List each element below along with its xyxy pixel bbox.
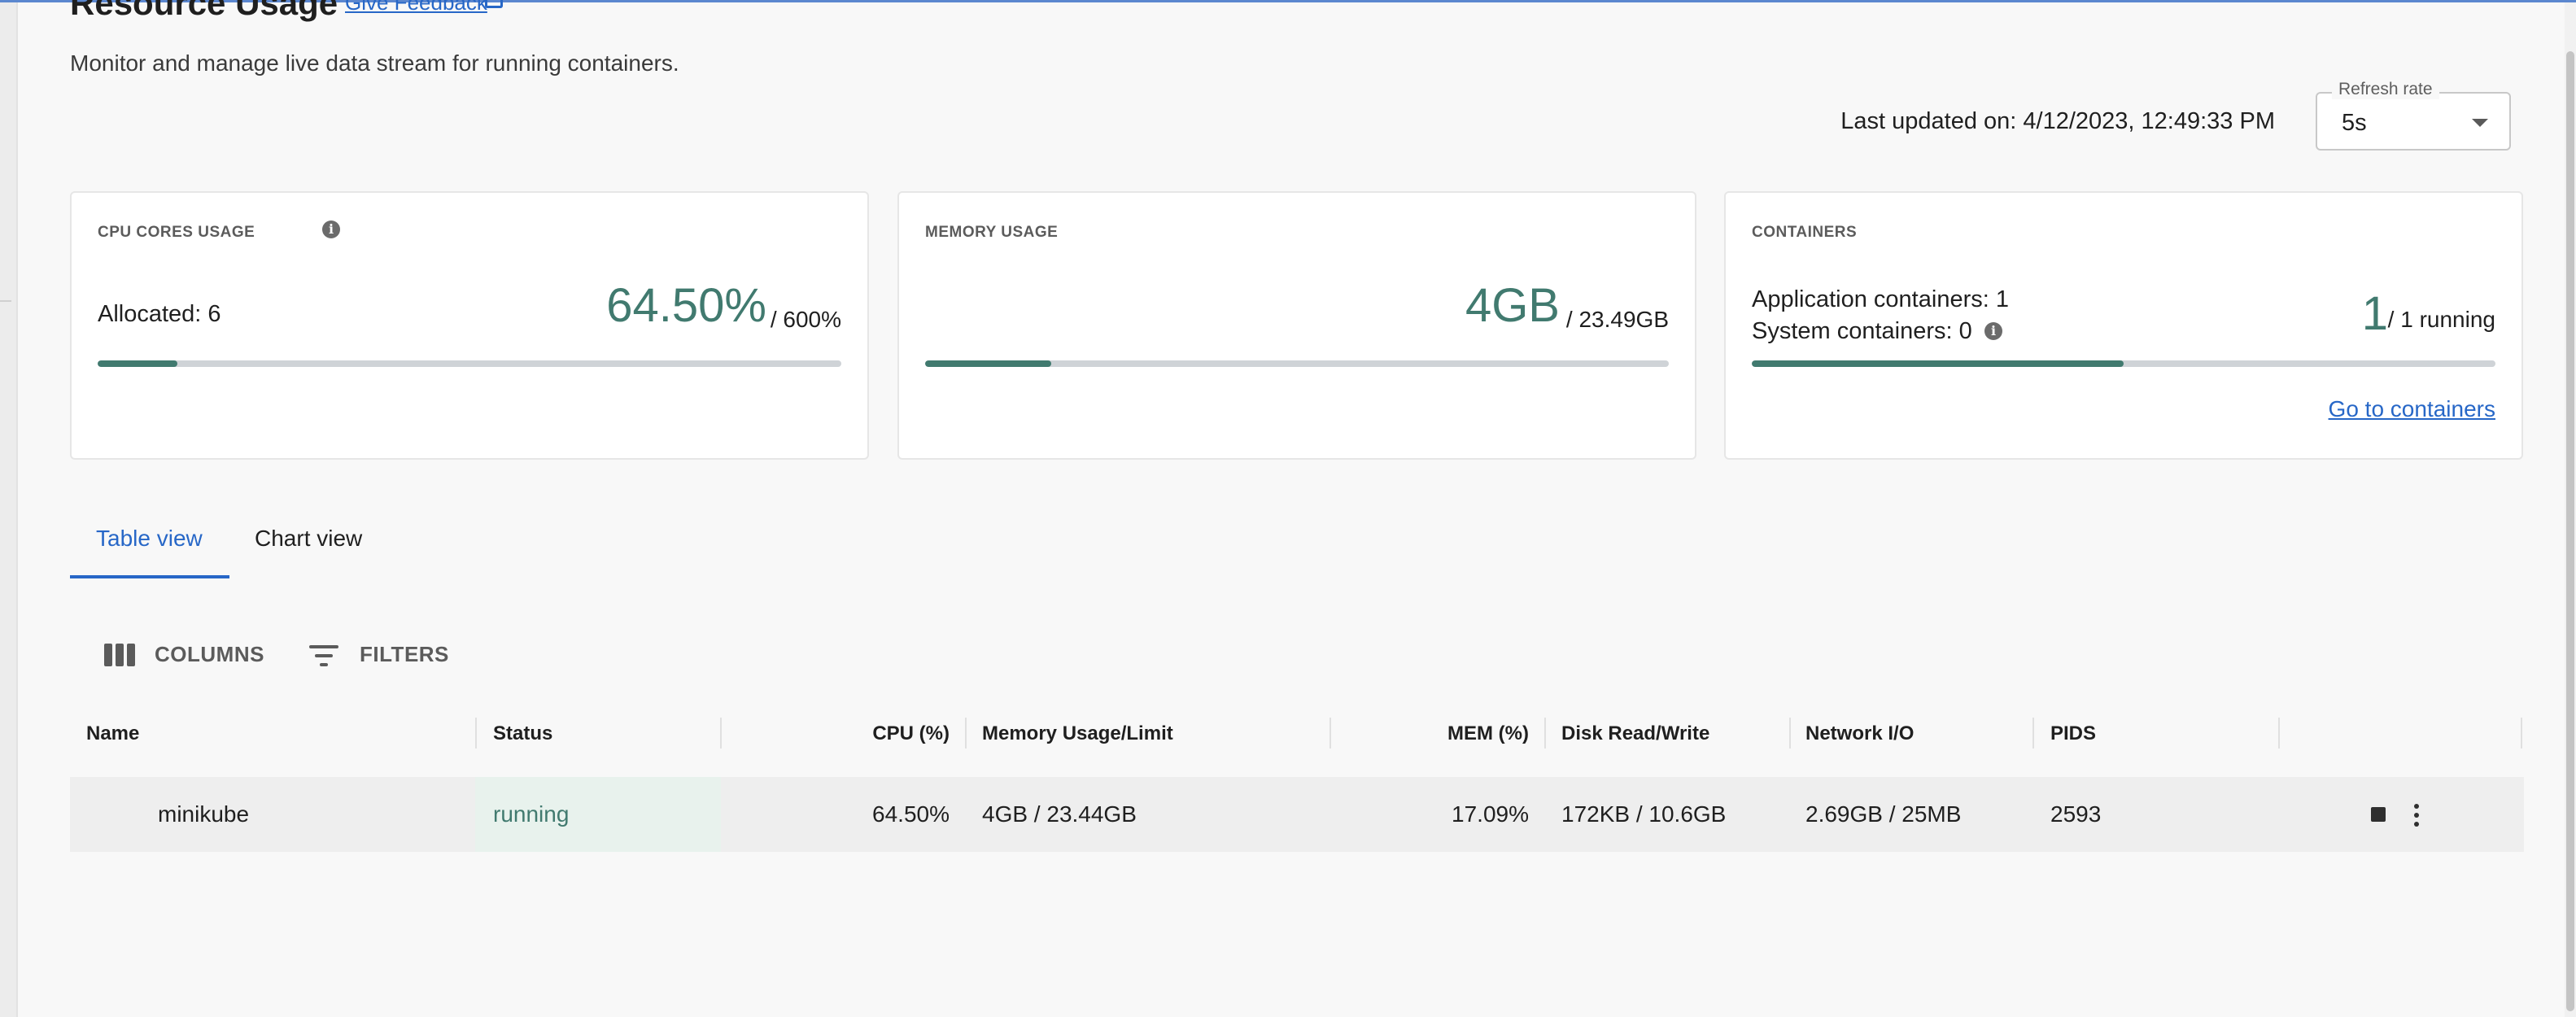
scrollbar-track[interactable] <box>2565 2 2576 1017</box>
column-separator[interactable] <box>1789 718 1791 749</box>
cpu-progress-track <box>98 360 841 367</box>
disk-cell: 172KB / 10.6GB <box>1561 801 1727 827</box>
memory-usage-total: / 23.49GB <box>1565 307 1669 332</box>
cpu-usage-total: / 600% <box>770 307 841 332</box>
feedback-icon[interactable] <box>485 0 503 8</box>
left-rail <box>0 2 18 1017</box>
container-name: minikube <box>158 801 250 827</box>
column-separator[interactable] <box>2278 718 2280 749</box>
cpu-cell: 64.50% <box>872 801 950 827</box>
column-header-name[interactable]: Name <box>86 722 140 744</box>
column-separator[interactable] <box>475 718 477 749</box>
column-separator[interactable] <box>965 718 967 749</box>
left-rail-mark <box>0 300 11 302</box>
table-row[interactable] <box>70 777 2524 852</box>
top-border <box>0 0 2576 2</box>
memory-card-heading: MEMORY USAGE <box>925 224 1059 241</box>
columns-icon <box>104 644 135 666</box>
filters-button-label: FILTERS <box>360 642 449 666</box>
memory-cell: 4GB / 23.44GB <box>982 801 1137 827</box>
column-header-disk[interactable]: Disk Read/Write <box>1561 722 1710 744</box>
memory-progress-fill <box>925 360 1052 367</box>
info-icon[interactable]: i <box>1984 322 2002 340</box>
cpu-usage-card: CPU CORES USAGE i Allocated: 6 64.50% / … <box>70 191 869 460</box>
go-to-containers-link[interactable]: Go to containers <box>2328 396 2495 421</box>
column-separator[interactable] <box>1544 718 1546 749</box>
columns-button-label: COLUMNS <box>155 642 264 666</box>
column-header-status[interactable]: Status <box>493 722 553 744</box>
status-badge: running <box>493 801 570 827</box>
column-separator[interactable] <box>2032 718 2034 749</box>
cpu-allocated-label: Allocated: 6 <box>98 301 221 327</box>
tab-chart-view[interactable]: Chart view <box>255 526 363 551</box>
pids-cell: 2593 <box>2050 801 2102 827</box>
memory-usage-value: 4GB <box>1465 279 1560 332</box>
column-separator[interactable] <box>1329 718 1331 749</box>
cpu-usage-value: 64.50% <box>606 279 766 332</box>
containers-card: CONTAINERS Application containers: 1 Sys… <box>1724 191 2523 460</box>
refresh-rate-select[interactable]: 5s <box>2316 92 2511 151</box>
containers-card-heading: CONTAINERS <box>1752 224 1858 241</box>
cpu-progress-fill <box>98 360 178 367</box>
page-title: Resource Usage <box>70 0 338 22</box>
chevron-down-icon[interactable] <box>2472 119 2488 127</box>
stop-icon[interactable] <box>2371 807 2386 822</box>
column-header-pids[interactable]: PIDS <box>2050 722 2097 744</box>
application-containers-count: Application containers: 1 <box>1752 286 2009 312</box>
containers-running-value: 1 <box>2361 287 2388 340</box>
more-vert-icon[interactable] <box>2413 804 2420 827</box>
containers-running-total: / 1 running <box>2387 307 2495 332</box>
network-cell: 2.69GB / 25MB <box>1805 801 1962 827</box>
refresh-rate-value: 5s <box>2342 110 2367 136</box>
memory-usage-card: MEMORY USAGE 4GB / 23.49GB <box>897 191 1696 460</box>
active-tab-indicator <box>70 575 229 578</box>
status-cell <box>475 777 721 852</box>
tab-table-view[interactable]: Table view <box>96 526 203 551</box>
column-header-network[interactable]: Network I/O <box>1805 722 1915 744</box>
memory-progress-track <box>925 360 1669 367</box>
system-containers-count: System containers: 0 <box>1752 318 1972 344</box>
give-feedback-link[interactable]: Give Feedback <box>345 0 487 15</box>
refresh-rate-label: Refresh rate <box>2332 80 2439 99</box>
mem-percent-cell: 17.09% <box>1452 801 1529 827</box>
page-subtitle: Monitor and manage live data stream for … <box>70 50 679 76</box>
column-header-cpu[interactable]: CPU (%) <box>872 722 950 744</box>
containers-progress-track <box>1752 360 2495 367</box>
column-header-memory[interactable]: Memory Usage/Limit <box>982 722 1173 744</box>
scrollbar-thumb[interactable] <box>2566 51 2574 1011</box>
info-icon[interactable]: i <box>322 220 340 238</box>
filter-icon <box>309 645 338 666</box>
containers-progress-fill <box>1752 360 2124 367</box>
column-separator[interactable] <box>2521 718 2522 749</box>
last-updated-text: Last updated on: 4/12/2023, 12:49:33 PM <box>1840 108 2275 134</box>
cpu-card-heading: CPU CORES USAGE <box>98 224 255 241</box>
column-header-mem-percent[interactable]: MEM (%) <box>1447 722 1529 744</box>
column-separator[interactable] <box>720 718 722 749</box>
